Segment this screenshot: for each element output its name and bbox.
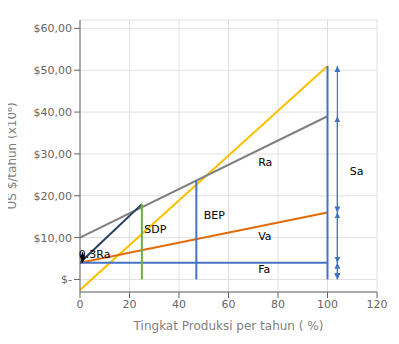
- svg-text:60: 60: [222, 298, 236, 311]
- svg-text:Sa: Sa: [350, 165, 364, 178]
- svg-text:$30,00: $30,00: [34, 148, 73, 161]
- svg-text:SDP: SDP: [144, 223, 166, 236]
- svg-text:$60,00: $60,00: [34, 22, 73, 35]
- svg-text:BEP: BEP: [204, 209, 225, 222]
- svg-text:$40,00: $40,00: [34, 106, 73, 119]
- svg-text:$20,00: $20,00: [34, 190, 73, 203]
- svg-text:0.3Ra: 0.3Ra: [79, 248, 111, 261]
- svg-text:100: 100: [317, 298, 338, 311]
- svg-text:0: 0: [77, 298, 84, 311]
- svg-text:120: 120: [367, 298, 388, 311]
- svg-text:20: 20: [123, 298, 137, 311]
- svg-text:Fa: Fa: [258, 263, 270, 276]
- svg-text:US $/tahun (x10⁶): US $/tahun (x10⁶): [8, 102, 19, 209]
- svg-text:80: 80: [271, 298, 285, 311]
- svg-text:Tingkat Produksi per tahun ( %: Tingkat Produksi per tahun ( %): [133, 319, 324, 333]
- svg-text:40: 40: [172, 298, 186, 311]
- svg-text:$50,00: $50,00: [34, 64, 73, 77]
- svg-text:$-: $-: [61, 273, 72, 286]
- svg-text:Va: Va: [258, 230, 271, 243]
- svg-text:Ra: Ra: [258, 156, 272, 169]
- svg-text:$10,00: $10,00: [34, 232, 73, 245]
